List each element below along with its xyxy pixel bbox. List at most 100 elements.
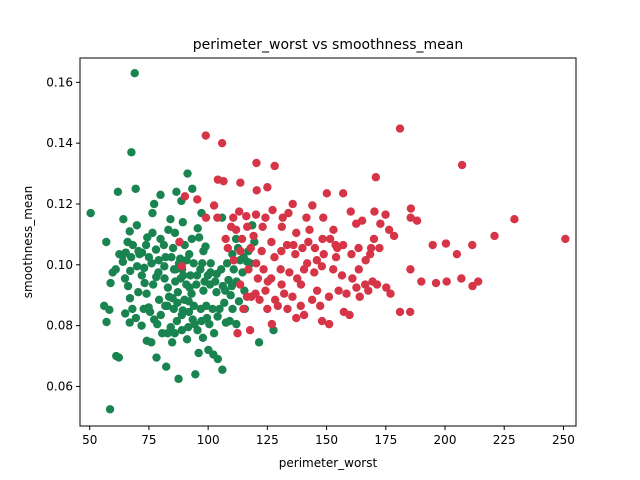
data-point [237, 234, 247, 244]
data-point [121, 309, 130, 318]
data-point [125, 318, 134, 327]
data-point [279, 289, 289, 298]
data-point [209, 329, 219, 338]
data-point [232, 319, 241, 329]
data-point [132, 221, 142, 230]
data-point [167, 338, 177, 347]
data-point [156, 310, 165, 320]
data-point [319, 213, 328, 222]
data-point [296, 301, 305, 311]
data-point [174, 374, 183, 384]
data-point [221, 234, 230, 244]
data-point [457, 160, 467, 170]
data-point [229, 213, 238, 222]
data-point [239, 304, 248, 314]
data-point [161, 253, 170, 262]
data-point [324, 292, 334, 301]
data-point [254, 338, 264, 347]
data-point [405, 307, 415, 317]
data-point [185, 283, 194, 292]
data-point [142, 336, 151, 346]
data-point [370, 207, 379, 216]
data-point [118, 257, 128, 266]
data-point [188, 184, 197, 193]
data-point [172, 316, 182, 326]
data-point [352, 283, 361, 292]
data-point [302, 213, 311, 222]
data-point [163, 283, 173, 292]
data-point [139, 304, 148, 314]
data-point [270, 161, 279, 171]
data-point [282, 240, 292, 250]
data-point [123, 281, 133, 291]
data-point [137, 271, 147, 280]
data-point [128, 304, 137, 314]
data-point [263, 277, 273, 286]
data-point [192, 280, 201, 289]
data-point [284, 208, 293, 218]
data-point [267, 319, 277, 329]
chart-title: perimeter_worst vs smoothness_mean [193, 37, 464, 53]
data-point [229, 265, 238, 274]
data-point [329, 265, 338, 274]
data-point [372, 280, 382, 289]
data-point [277, 222, 287, 231]
data-point [338, 240, 348, 250]
data-point [111, 265, 120, 274]
data-point [194, 348, 203, 358]
data-point [337, 271, 347, 280]
data-point [113, 187, 123, 197]
data-point [249, 231, 258, 241]
data-point [312, 256, 322, 265]
data-point [192, 271, 202, 280]
data-point [213, 312, 222, 321]
data-point [206, 259, 215, 268]
x-tick-label: 150 [315, 433, 338, 447]
data-point [305, 225, 314, 235]
data-point [252, 158, 261, 168]
y-axis-label: smoothness_mean [21, 186, 35, 298]
data-point [123, 237, 132, 247]
data-point [468, 281, 477, 291]
data-point [209, 201, 219, 210]
data-point [375, 243, 384, 253]
data-point [202, 301, 211, 311]
data-point [213, 354, 223, 364]
data-point [193, 224, 202, 233]
data-point [218, 365, 227, 374]
data-point [219, 176, 228, 186]
data-point [322, 189, 332, 198]
data-point [105, 405, 115, 414]
x-tick-label: 200 [434, 433, 457, 447]
data-point [191, 370, 200, 379]
data-point [160, 274, 169, 283]
data-point [277, 280, 286, 289]
data-point [263, 183, 272, 192]
data-point [263, 304, 272, 314]
data-point [189, 259, 198, 268]
data-point [177, 326, 187, 335]
data-point [318, 234, 327, 244]
x-tick-label: 125 [256, 433, 279, 447]
data-point [338, 189, 348, 198]
data-point [145, 307, 155, 317]
data-point [317, 262, 327, 271]
data-point [163, 329, 172, 338]
data-point [132, 262, 142, 271]
data-point [307, 295, 317, 304]
data-point [231, 225, 241, 235]
data-point [247, 292, 256, 301]
data-point [125, 294, 135, 303]
data-point [102, 237, 111, 247]
data-point [259, 265, 268, 274]
data-point [137, 321, 146, 330]
data-point [261, 286, 270, 295]
data-point [217, 138, 227, 148]
data-point [371, 173, 381, 182]
data-point [245, 326, 255, 335]
data-point [452, 249, 462, 259]
data-point [292, 228, 301, 238]
data-point [431, 278, 441, 288]
data-point [236, 178, 245, 187]
